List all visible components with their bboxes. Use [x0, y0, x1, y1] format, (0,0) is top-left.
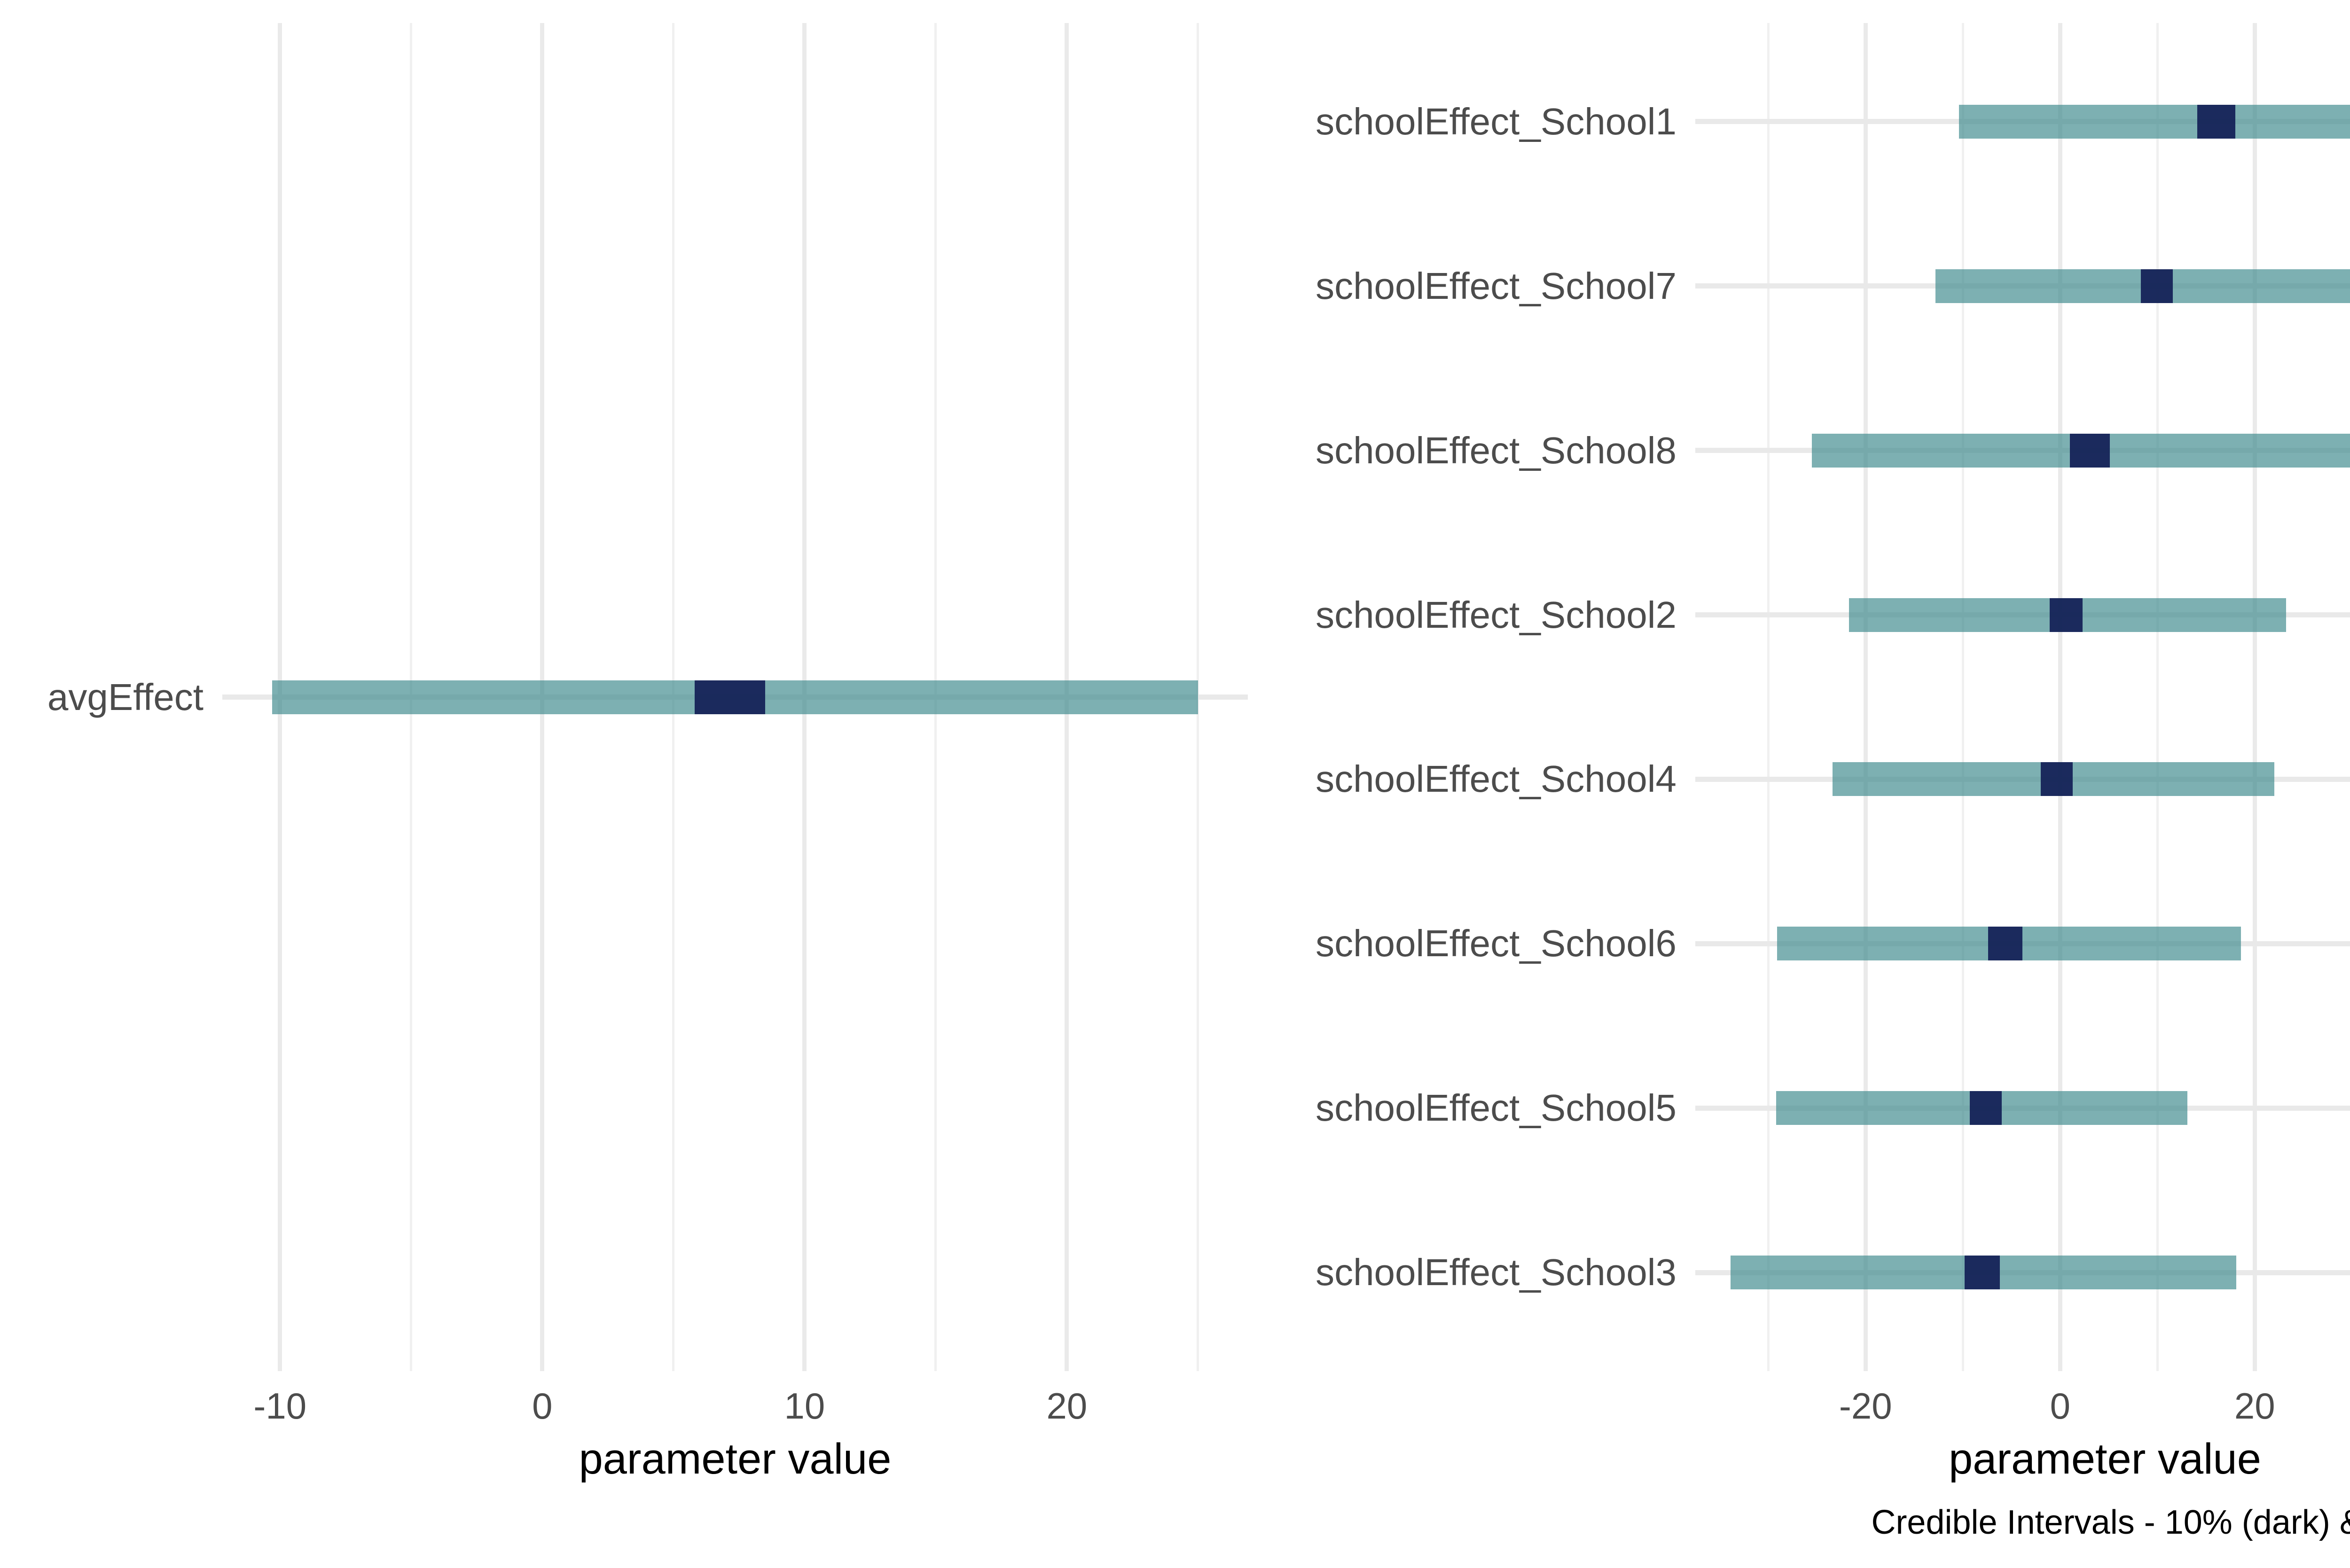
- inner-interval-bar: [694, 680, 766, 714]
- x-gridline-minor: [1767, 23, 1770, 1371]
- y-axis-label: schoolEffect_School7: [1316, 265, 1676, 307]
- y-axis-label: schoolEffect_School6: [1316, 922, 1676, 965]
- panel-left: [222, 23, 1248, 1371]
- x-axis-tick-label: 20: [1046, 1385, 1088, 1427]
- inner-interval-bar: [1969, 1091, 2002, 1125]
- y-axis-label: avgEffect: [47, 676, 204, 718]
- x-gridline-major: [2252, 23, 2257, 1371]
- x-axis-tick-label: -20: [1839, 1385, 1892, 1427]
- x-axis-tick-label: 0: [2050, 1385, 2070, 1427]
- outer-interval-bar: [1958, 104, 2350, 139]
- x-axis-title-right: parameter value: [1949, 1435, 2261, 1483]
- x-gridline-major: [1863, 23, 1868, 1371]
- figure-caption: Credible Intervals - 10% (dark) & 90% (l…: [1871, 1504, 2350, 1541]
- x-axis-tick-label: 10: [784, 1385, 825, 1427]
- inner-interval-bar: [2197, 104, 2235, 139]
- inner-interval-bar: [2069, 433, 2110, 468]
- x-gridline-minor: [2156, 23, 2159, 1371]
- y-axis-label: schoolEffect_School8: [1316, 429, 1676, 471]
- inner-interval-bar: [2141, 269, 2173, 303]
- y-axis-label: schoolEffect_School1: [1316, 100, 1676, 142]
- x-axis-title-left: parameter value: [579, 1435, 892, 1483]
- x-gridline-minor: [1961, 23, 1964, 1371]
- inner-interval-bar: [1988, 927, 2022, 961]
- y-axis-label: schoolEffect_School4: [1316, 758, 1676, 800]
- y-axis-label: schoolEffect_School3: [1316, 1251, 1676, 1294]
- x-axis-tick-label: 20: [2234, 1385, 2275, 1427]
- inner-interval-bar: [1965, 1256, 2000, 1290]
- panel-right: [1695, 23, 2350, 1371]
- x-gridline-major: [2058, 23, 2062, 1371]
- y-axis-label: schoolEffect_School5: [1316, 1087, 1676, 1129]
- inner-interval-bar: [2049, 598, 2083, 632]
- x-axis-tick-label: -10: [253, 1385, 307, 1427]
- y-axis-label: schoolEffect_School2: [1316, 593, 1676, 636]
- x-axis-tick-label: 0: [532, 1385, 553, 1427]
- inner-interval-bar: [2040, 762, 2073, 796]
